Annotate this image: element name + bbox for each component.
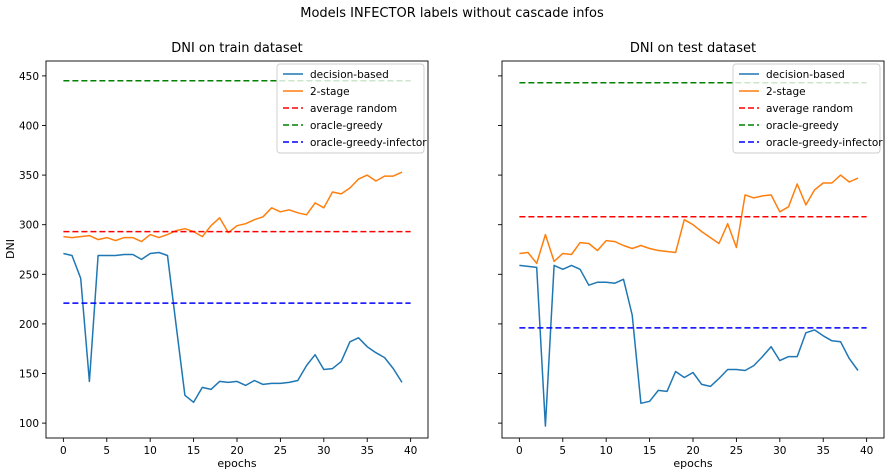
test-xtick-label: 25 xyxy=(730,445,743,457)
test-legend-label-2-stage: 2-stage xyxy=(766,86,806,98)
test-xtick-label: 30 xyxy=(773,445,786,457)
train-ytick-label: 250 xyxy=(19,269,39,281)
train-xtick-label: 20 xyxy=(230,445,243,457)
train-series-decision-based xyxy=(63,251,403,404)
panel-test-xlabel: epochs xyxy=(673,457,712,470)
panel-train-title: DNI on train dataset xyxy=(171,41,303,56)
panel-train-marks: 0 5 10 15 20 25 30 35 40 100 150 200 250 300 350 400 450… xyxy=(19,60,429,457)
test-series-decision-based xyxy=(519,264,859,427)
test-legend-box xyxy=(732,63,881,154)
panel-test-marks: 0 5 10 15 20 25 30 35 40 decision-based 2-stage ave… xyxy=(498,60,885,457)
train-xtick-label: 25 xyxy=(274,445,287,457)
train-xtick-label: 10 xyxy=(143,445,156,457)
test-legend-label-oracle-greedy-infector: oracle-greedy-infector xyxy=(766,137,883,149)
test-legend-label-decision-based: decision-based xyxy=(766,69,845,81)
train-ytick-label: 200 xyxy=(19,319,39,331)
panel-train-xlabel: epochs xyxy=(217,457,256,470)
test-legend: decision-based 2-stage average random oracl… xyxy=(732,63,883,154)
train-legend-label-oracle-greedy-infector: oracle-greedy-infector xyxy=(310,137,427,149)
train-ytick-label: 400 xyxy=(19,120,39,132)
figure-suptitle: Models INFECTOR labels without cascade i… xyxy=(300,6,604,21)
test-xtick-label: 15 xyxy=(643,445,656,457)
train-xtick-label: 30 xyxy=(317,445,330,457)
train-ytick-label: 100 xyxy=(19,418,39,430)
test-series-2-stage xyxy=(519,174,859,265)
panel-test-title: DNI on test dataset xyxy=(630,41,756,56)
test-xtick-label: 10 xyxy=(599,445,612,457)
train-legend-label-decision-based: decision-based xyxy=(310,69,389,81)
train-legend-box xyxy=(276,63,425,154)
test-xtick-label: 40 xyxy=(860,445,873,457)
train-xtick-label: 0 xyxy=(60,445,67,457)
test-legend-label-oracle-greedy: oracle-greedy xyxy=(766,120,839,132)
test-xtick-label: 35 xyxy=(817,445,830,457)
test-xtick-label: 20 xyxy=(686,445,699,457)
train-legend-label-average-random: average random xyxy=(310,103,397,115)
train-legend-label-oracle-greedy: oracle-greedy xyxy=(310,120,383,132)
panel-test: DNI on test dataset epochs 0 5 10 15 20 25 30 3… xyxy=(498,41,885,470)
test-xtick-label: 5 xyxy=(559,445,566,457)
train-ytick-label: 450 xyxy=(19,71,39,83)
panel-train: DNI on train dataset epochs DNI 0 5 10 15 20… xyxy=(4,41,429,470)
train-ytick-label: 350 xyxy=(19,170,39,182)
train-xtick-label: 5 xyxy=(103,445,110,457)
test-legend-label-average-random: average random xyxy=(766,103,853,115)
panel-train-ylabel: DNI xyxy=(4,239,17,259)
train-ytick-label: 300 xyxy=(19,220,39,232)
train-legend: decision-based 2-stage average random oracl… xyxy=(276,63,427,154)
train-legend-label-2-stage: 2-stage xyxy=(310,86,350,98)
train-xtick-label: 40 xyxy=(404,445,417,457)
train-xtick-label: 15 xyxy=(187,445,200,457)
test-xtick-label: 0 xyxy=(516,445,523,457)
train-ytick-label: 150 xyxy=(19,369,39,381)
train-xtick-label: 35 xyxy=(361,445,374,457)
train-series-2-stage xyxy=(63,171,403,243)
